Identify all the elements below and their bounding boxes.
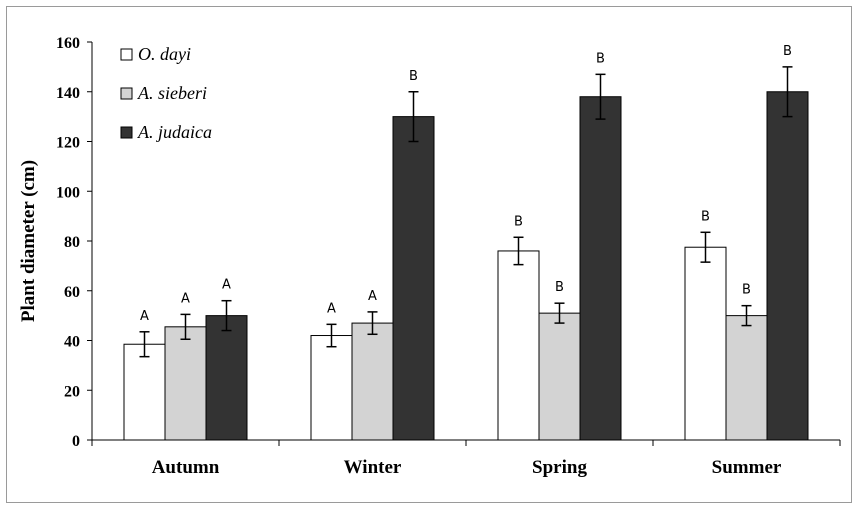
y-tick-label: 160 [56,35,80,52]
legend: O. dayi A. sieberi A. judaica [120,44,212,142]
significance-letter: B [555,280,564,295]
legend-label: O. dayi [138,44,191,64]
bar [766,91,809,441]
bar [579,96,622,441]
significance-letter: B [783,44,792,59]
significance-letter: A [368,289,377,304]
significance-letter: B [596,51,605,66]
bars: A A A A A B B B B B B B [123,44,809,441]
y-tick-label: 0 [72,433,80,450]
bar [205,315,248,441]
significance-letter: A [222,278,231,293]
y-tick-label: 60 [64,284,80,301]
bar [725,315,768,441]
y-tick-label: 140 [56,85,80,102]
significance-letter: A [181,291,190,306]
significance-letter: A [327,301,336,316]
significance-letter: B [701,209,710,224]
legend-label: A. sieberi [137,83,207,103]
significance-letter: B [409,69,418,84]
legend-swatch [120,87,133,100]
bar [684,246,727,441]
y-tick-label: 100 [56,184,80,201]
y-tick-label: 20 [64,383,80,400]
x-tick-label: Spring [532,457,587,478]
y-tick-label: 120 [56,135,80,152]
y-tick-label: 80 [64,234,80,251]
y-tick-label: 40 [64,334,80,351]
legend-swatch [120,48,133,61]
legend-label: A. judaica [137,122,212,142]
bar [164,326,207,441]
x-tick-label: Autumn [152,457,220,478]
significance-letter: B [742,283,751,298]
bar [538,312,581,441]
significance-letter: B [514,214,523,229]
bar [392,116,435,441]
y-axis-label: Plant diameter (cm) [18,160,39,322]
significance-letter: A [140,309,149,324]
x-tick-label: Winter [344,457,402,478]
bar [310,335,353,441]
bar [351,322,394,441]
legend-swatch [120,126,133,139]
x-tick-label: Summer [712,457,782,478]
bar [497,250,540,441]
bar [123,343,166,441]
